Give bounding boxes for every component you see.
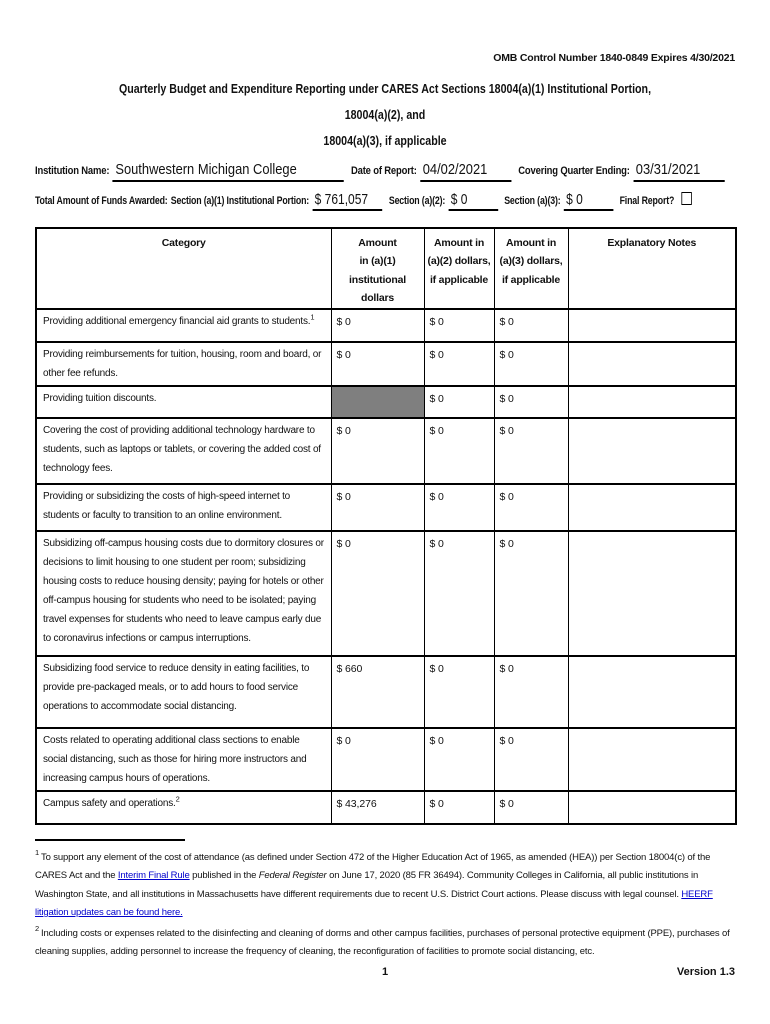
- footnote-2-text: Including costs or expenses related to t…: [35, 927, 730, 958]
- notes-cell[interactable]: [567, 790, 737, 824]
- amount-a2-cell[interactable]: $ 0: [423, 417, 495, 484]
- header-explanatory-notes: Explanatory Notes: [567, 227, 737, 309]
- page-footer: 1 Version 1.3: [35, 966, 735, 982]
- amount-a1-cell[interactable]: $ 0: [330, 308, 425, 342]
- institution-name-label: Institution Name:: [35, 165, 110, 177]
- header-category: Category: [35, 227, 332, 309]
- section-a3-label: Section (a)(3):: [504, 194, 561, 207]
- footnote-2: 2 Including costs or expenses related to …: [35, 925, 735, 962]
- notes-cell[interactable]: [567, 483, 737, 531]
- amount-a3-cell[interactable]: $ 0: [493, 727, 569, 791]
- footnote-1: 1 To support any element of the cost of a…: [35, 849, 735, 923]
- interim-final-rule-link[interactable]: Interim Final Rule: [117, 870, 190, 882]
- omb-control-line: OMB Control Number 1840-0849 Expires 4/3…: [493, 52, 735, 64]
- form-header-line-2: Total Amount of Funds Awarded: Section (…: [35, 191, 692, 211]
- federal-register-italic: Federal Register: [258, 870, 327, 882]
- amount-a3-cell[interactable]: $ 0: [493, 308, 569, 342]
- final-report-checkbox[interactable]: [681, 191, 692, 205]
- amount-a3-cell[interactable]: $ 0: [493, 341, 569, 386]
- amount-a1-cell[interactable]: $ 0: [330, 727, 425, 791]
- amount-a3-cell[interactable]: $ 0: [493, 483, 569, 531]
- covering-quarter-field[interactable]: 03/31/2021: [633, 161, 725, 182]
- category-cell: Campus safety and operations.2: [35, 790, 332, 824]
- footnote-2-ref: 2: [35, 924, 40, 934]
- table-row: Campus safety and operations.2 $ 43,276 …: [35, 790, 737, 824]
- amount-a1-cell[interactable]: $ 0: [330, 341, 425, 386]
- notes-cell[interactable]: [567, 727, 737, 791]
- amount-a2-cell[interactable]: $ 0: [423, 341, 495, 386]
- table-row: Subsidizing food service to reduce densi…: [35, 655, 737, 728]
- budget-table: Category Amount in (a)(1) institutional …: [35, 227, 737, 825]
- shaded-cell: [330, 385, 425, 418]
- header-amount-a1: Amount in (a)(1) institutional dollars: [330, 227, 425, 309]
- amount-a2-cell[interactable]: $ 0: [423, 530, 495, 656]
- amount-a1-cell[interactable]: $ 0: [330, 417, 425, 484]
- footnote-1-text: on June 17, 2020 (85 FR 36494). Communit…: [35, 870, 699, 900]
- table-row: Providing reimbursements for tuition, ho…: [35, 341, 737, 386]
- category-cell: Providing tuition discounts.: [35, 385, 332, 418]
- covering-quarter-label: Covering Quarter Ending:: [518, 165, 630, 177]
- institution-name-field[interactable]: Southwestern Michigan College: [112, 161, 345, 182]
- version-label: Version 1.3: [676, 965, 735, 978]
- amount-a1-cell[interactable]: $ 43,276: [330, 790, 425, 824]
- amount-a2-cell[interactable]: $ 0: [423, 308, 495, 342]
- notes-cell[interactable]: [567, 530, 737, 656]
- footnote-1-ref: 1: [35, 848, 40, 858]
- table-row: Providing tuition discounts. $ 0 $ 0: [35, 385, 737, 418]
- form-header-line-1: Institution Name: Southwestern Michigan …: [35, 161, 731, 182]
- notes-cell[interactable]: [567, 417, 737, 484]
- title-wrap: Quarterly Budget and Expenditure Reporti…: [35, 76, 735, 154]
- category-cell: Subsidizing food service to reduce densi…: [35, 655, 332, 728]
- table-row: Providing or subsidizing the costs of hi…: [35, 483, 737, 531]
- category-cell: Providing additional emergency financial…: [35, 308, 332, 342]
- header-amount-a3: Amount in (a)(3) dollars, if applicable: [493, 227, 569, 309]
- category-cell: Covering the cost of providing additiona…: [35, 417, 332, 484]
- page-number: 1: [381, 965, 389, 978]
- date-of-report-label: Date of Report:: [350, 165, 417, 177]
- section-a1-field[interactable]: $ 761,057: [312, 191, 383, 211]
- amount-a3-cell[interactable]: $ 0: [493, 655, 569, 728]
- category-cell: Costs related to operating additional cl…: [35, 727, 332, 791]
- footnote-separator: [35, 838, 185, 841]
- table-row: Costs related to operating additional cl…: [35, 727, 737, 791]
- header-amount-a2: Amount in (a)(2) dollars, if applicable: [423, 227, 495, 309]
- footnote-1-text: To support any element of the cost of at…: [35, 851, 711, 882]
- category-cell: Providing reimbursements for tuition, ho…: [35, 341, 332, 386]
- total-funds-label: Total Amount of Funds Awarded:: [35, 194, 168, 207]
- date-of-report-field[interactable]: 04/02/2021: [420, 161, 512, 182]
- document-title: Quarterly Budget and Expenditure Reporti…: [118, 81, 652, 148]
- amount-a2-cell[interactable]: $ 0: [423, 483, 495, 531]
- notes-cell[interactable]: [567, 308, 737, 342]
- amount-a2-cell[interactable]: $ 0: [423, 727, 495, 791]
- table-row: Covering the cost of providing additiona…: [35, 417, 737, 484]
- section-a2-label: Section (a)(2):: [388, 194, 446, 207]
- final-report-label: Final Report?: [619, 194, 675, 207]
- notes-cell[interactable]: [567, 341, 737, 386]
- footnote-ref-2: 2: [175, 794, 180, 804]
- amount-a2-cell[interactable]: $ 0: [423, 385, 495, 418]
- heerf-litigation-updates-link[interactable]: HEERF litigation updates can be found he…: [35, 888, 713, 919]
- category-cell: Subsidizing off-campus housing costs due…: [35, 530, 332, 656]
- amount-a2-cell[interactable]: $ 0: [423, 655, 495, 728]
- section-a2-field[interactable]: $ 0: [448, 191, 498, 211]
- amount-a2-cell[interactable]: $ 0: [423, 790, 495, 824]
- table-row: Providing additional emergency financial…: [35, 308, 737, 342]
- table-header-row: Category Amount in (a)(1) institutional …: [35, 227, 737, 309]
- notes-cell[interactable]: [567, 655, 737, 728]
- amount-a1-cell[interactable]: $ 0: [330, 530, 425, 656]
- notes-cell[interactable]: [567, 385, 737, 418]
- category-cell: Providing or subsidizing the costs of hi…: [35, 483, 332, 531]
- footnote-1-text: published in the: [189, 870, 259, 882]
- table-row: Subsidizing off-campus housing costs due…: [35, 530, 737, 656]
- section-a3-field[interactable]: $ 0: [563, 191, 614, 211]
- amount-a3-cell[interactable]: $ 0: [493, 790, 569, 824]
- section-a1-label: Section (a)(1) Institutional Portion:: [170, 194, 310, 207]
- amount-a1-cell[interactable]: $ 0: [330, 483, 425, 531]
- footnote-ref-1: 1: [310, 312, 315, 322]
- amount-a1-cell[interactable]: $ 660: [330, 655, 425, 728]
- amount-a3-cell[interactable]: $ 0: [493, 530, 569, 656]
- amount-a3-cell[interactable]: $ 0: [493, 417, 569, 484]
- amount-a3-cell[interactable]: $ 0: [493, 385, 569, 418]
